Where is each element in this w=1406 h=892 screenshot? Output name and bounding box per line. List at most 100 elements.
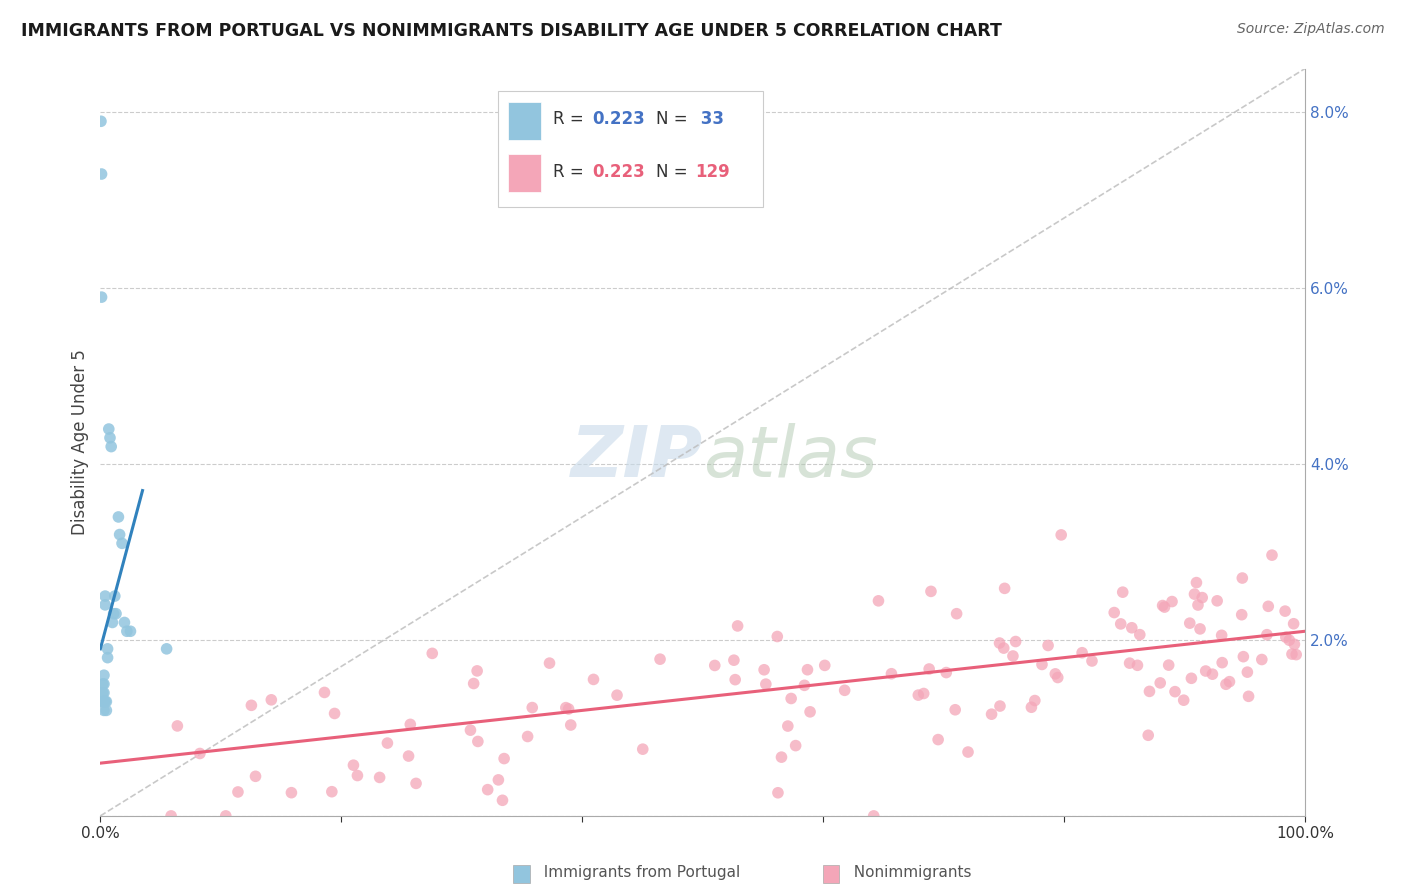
Point bbox=[1004, 634, 1026, 648]
Point bbox=[727, 619, 749, 633]
Point bbox=[1031, 657, 1053, 672]
Point bbox=[90, 290, 112, 304]
Point bbox=[785, 739, 807, 753]
Point bbox=[98, 431, 121, 445]
Point bbox=[912, 686, 935, 700]
Point bbox=[93, 686, 115, 700]
Point bbox=[97, 641, 120, 656]
Point bbox=[1218, 674, 1240, 689]
Point bbox=[91, 677, 114, 691]
Text: R =: R = bbox=[554, 162, 589, 181]
Point bbox=[1137, 728, 1160, 742]
Point bbox=[1230, 607, 1253, 622]
Point bbox=[1139, 684, 1161, 698]
Point bbox=[1046, 671, 1069, 685]
Point bbox=[111, 536, 134, 550]
Point bbox=[927, 732, 949, 747]
Point bbox=[868, 594, 890, 608]
Point bbox=[1236, 665, 1258, 680]
Point bbox=[606, 688, 628, 702]
Point bbox=[96, 695, 118, 709]
Point bbox=[368, 771, 391, 785]
Point bbox=[1178, 616, 1201, 631]
Point bbox=[93, 677, 115, 691]
Point bbox=[988, 636, 1011, 650]
Point bbox=[1256, 628, 1278, 642]
Point bbox=[1215, 677, 1237, 691]
Point bbox=[101, 615, 124, 630]
Point bbox=[114, 615, 136, 630]
Point bbox=[321, 785, 343, 799]
Point bbox=[1153, 600, 1175, 615]
Point bbox=[1112, 585, 1135, 599]
Text: 129: 129 bbox=[696, 162, 730, 181]
Point bbox=[90, 114, 112, 128]
Point bbox=[463, 676, 485, 690]
Point bbox=[93, 695, 115, 709]
Point bbox=[814, 658, 837, 673]
Point bbox=[516, 730, 538, 744]
Point bbox=[460, 723, 482, 738]
Point bbox=[862, 809, 884, 823]
Point bbox=[1232, 649, 1254, 664]
Point bbox=[93, 668, 115, 682]
Point bbox=[994, 582, 1017, 596]
Point bbox=[770, 750, 793, 764]
Point bbox=[1274, 604, 1296, 618]
Point bbox=[1118, 656, 1140, 670]
Point bbox=[945, 607, 967, 621]
Point bbox=[799, 705, 821, 719]
Point bbox=[240, 698, 263, 713]
Point bbox=[1161, 594, 1184, 608]
Point bbox=[494, 751, 516, 765]
Point bbox=[1129, 627, 1152, 641]
Point bbox=[100, 440, 122, 454]
Point bbox=[880, 666, 903, 681]
Point bbox=[1189, 622, 1212, 636]
Bar bbox=[508, 154, 541, 192]
Point bbox=[97, 650, 120, 665]
Point bbox=[1071, 646, 1094, 660]
Point bbox=[1024, 693, 1046, 707]
Point bbox=[631, 742, 654, 756]
Point bbox=[94, 598, 117, 612]
Point bbox=[399, 717, 422, 731]
Text: N =: N = bbox=[655, 162, 693, 181]
Point bbox=[226, 785, 249, 799]
Point bbox=[166, 719, 188, 733]
Point bbox=[935, 665, 957, 680]
Point bbox=[107, 510, 129, 524]
Point bbox=[1184, 587, 1206, 601]
Point bbox=[1284, 637, 1306, 651]
Point bbox=[108, 527, 131, 541]
Point bbox=[1173, 693, 1195, 707]
Point bbox=[907, 688, 929, 702]
Point bbox=[1191, 591, 1213, 605]
Point bbox=[1282, 616, 1305, 631]
Text: R =: R = bbox=[554, 111, 589, 128]
Point bbox=[280, 786, 302, 800]
Point bbox=[834, 683, 856, 698]
Point bbox=[115, 624, 138, 639]
Point bbox=[97, 422, 120, 436]
Text: atlas: atlas bbox=[703, 423, 877, 491]
Point bbox=[491, 793, 513, 807]
Point bbox=[94, 589, 117, 603]
Point bbox=[420, 646, 443, 660]
Point bbox=[1185, 575, 1208, 590]
Point bbox=[752, 663, 775, 677]
Point bbox=[323, 706, 346, 721]
Text: ZIP: ZIP bbox=[571, 423, 703, 491]
Point bbox=[91, 686, 114, 700]
FancyBboxPatch shape bbox=[498, 91, 763, 207]
Point bbox=[188, 747, 211, 761]
Point bbox=[346, 768, 368, 782]
Point bbox=[723, 653, 745, 667]
Point bbox=[93, 703, 115, 717]
Y-axis label: Disability Age Under 5: Disability Age Under 5 bbox=[72, 350, 89, 535]
Point bbox=[557, 702, 579, 716]
Point bbox=[1149, 676, 1171, 690]
Point bbox=[156, 641, 179, 656]
Point bbox=[988, 699, 1011, 714]
Bar bbox=[508, 103, 541, 139]
